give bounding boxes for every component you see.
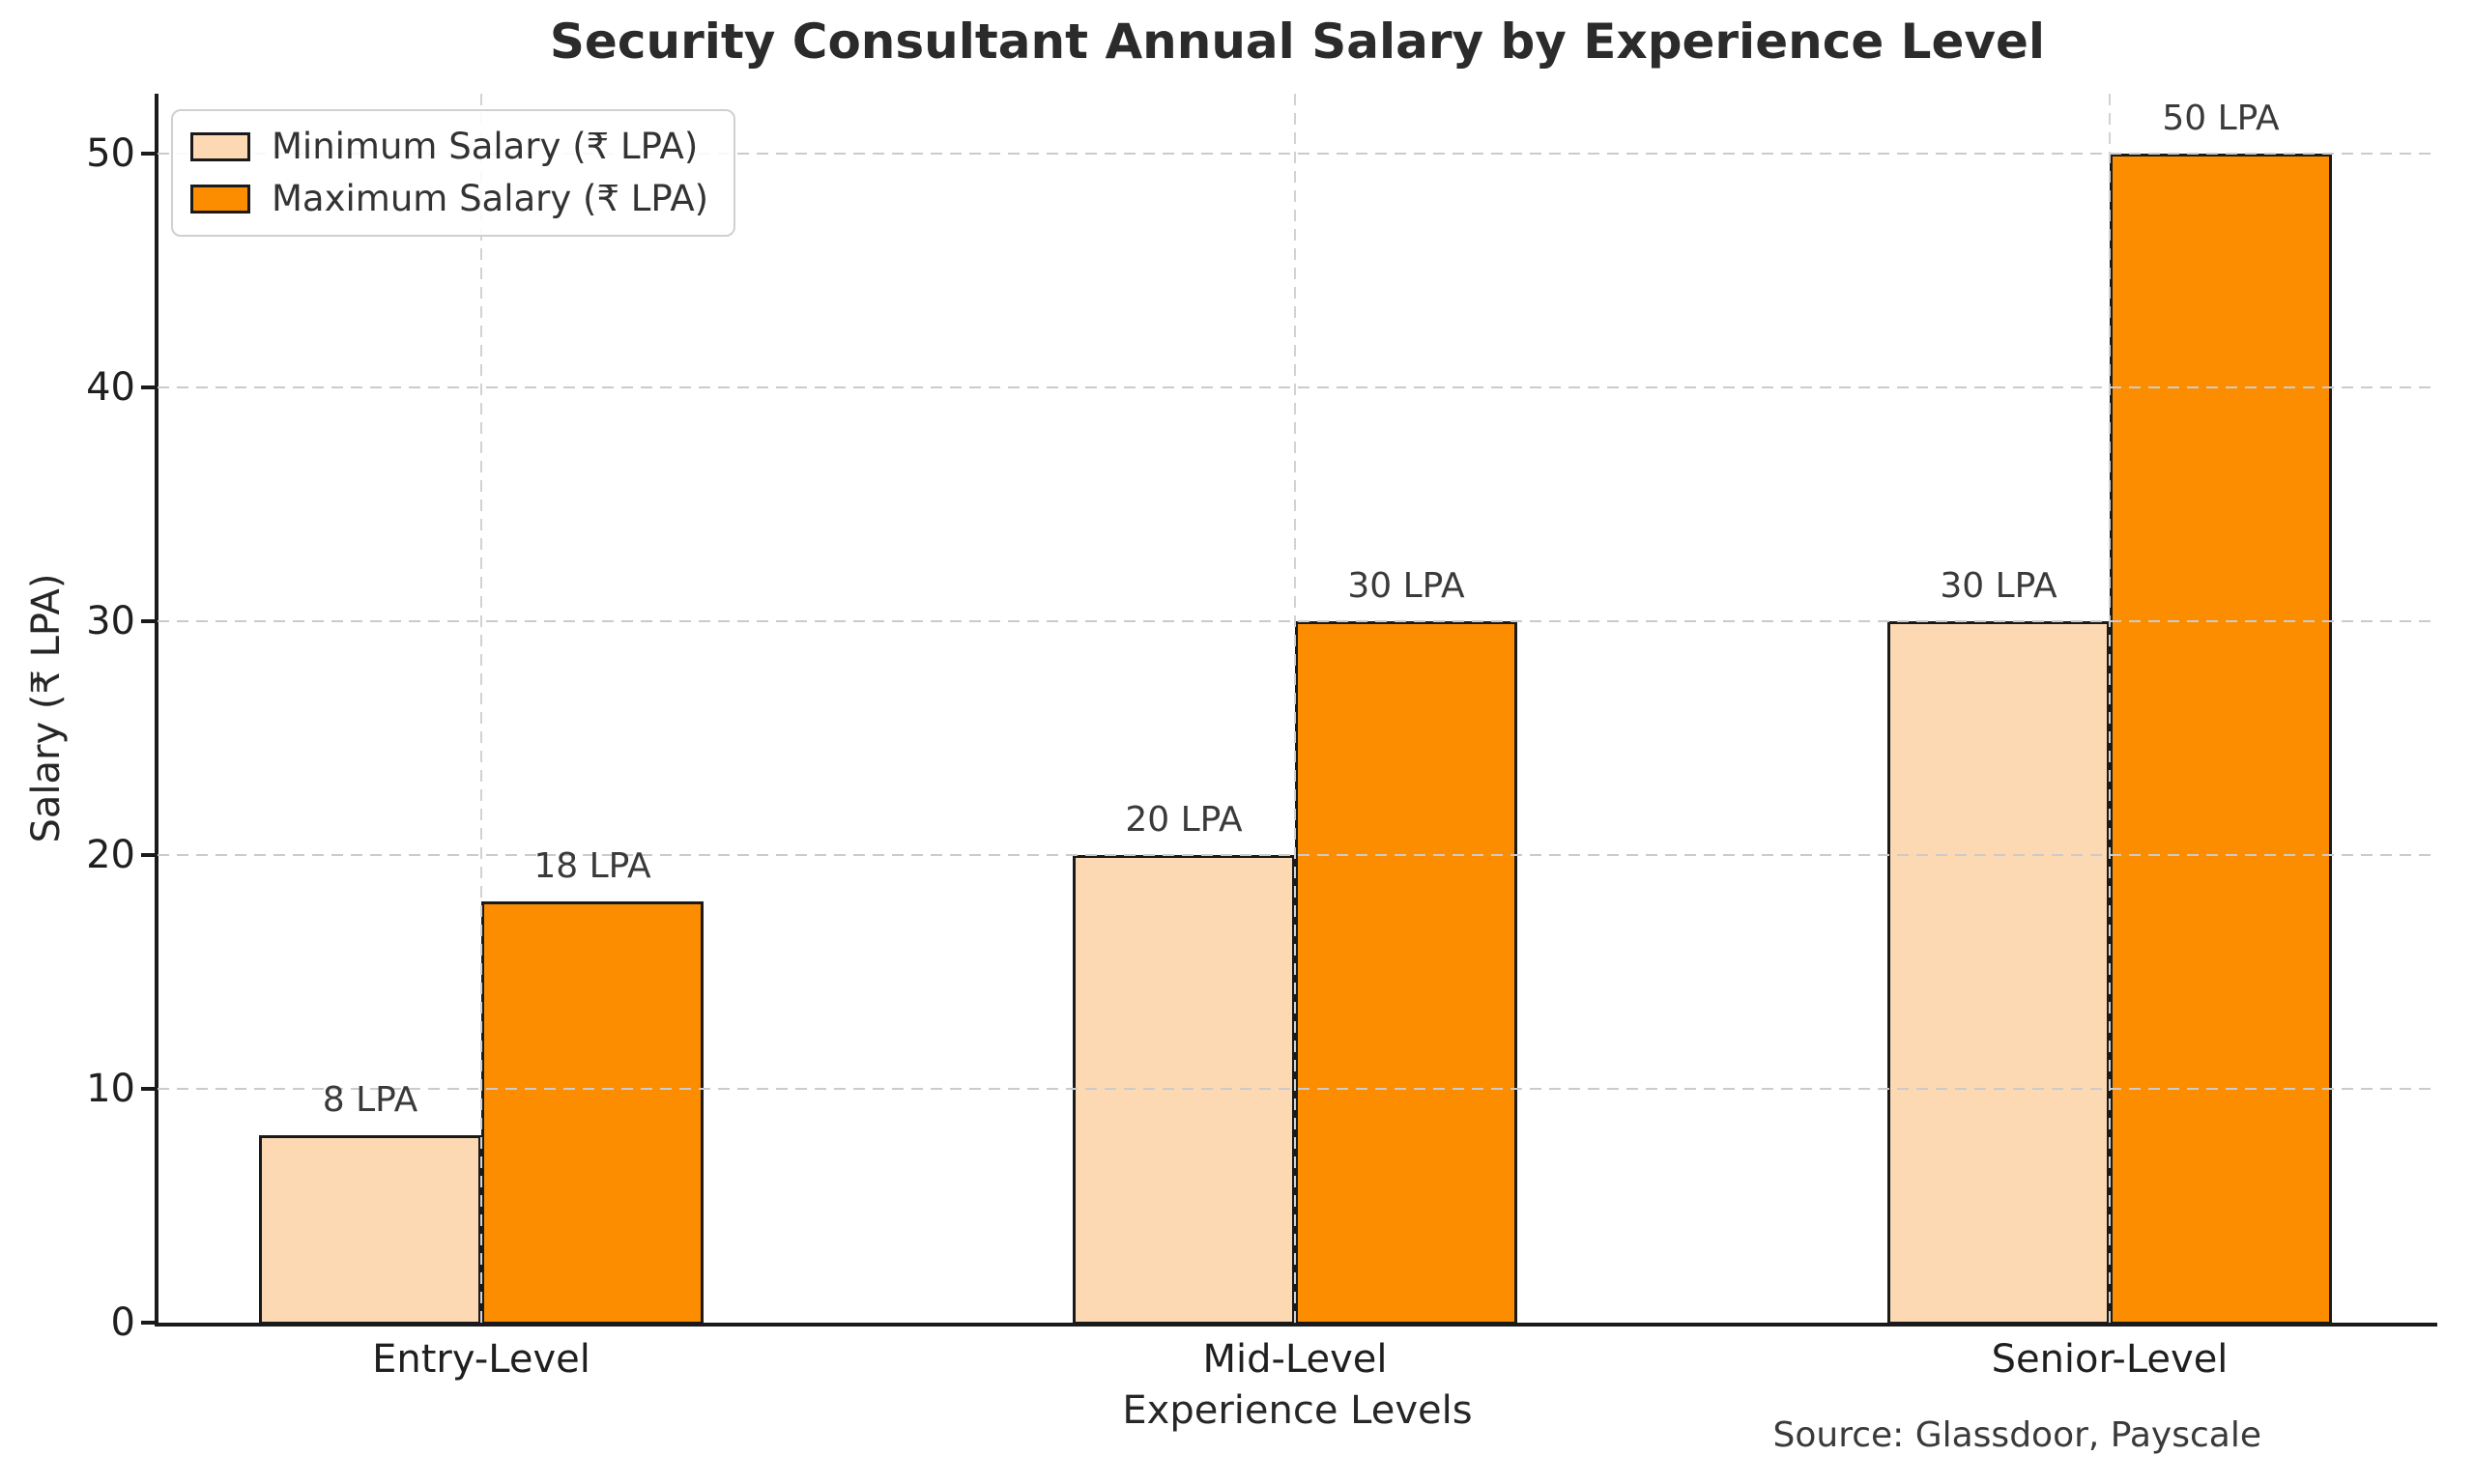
y-tick-label-30: 30 (86, 599, 135, 643)
y-tick-mark-30 (141, 619, 155, 623)
bar-value-label-entry-level-minimum: 8 LPA (322, 1080, 418, 1120)
gridline-y-40 (158, 386, 2437, 388)
legend-item-maximum-salary: Maximum Salary (₹ LPA) (190, 177, 708, 221)
x-tick-label-mid-level: Mid-Level (1202, 1337, 1388, 1382)
y-tick-mark-10 (141, 1087, 155, 1091)
y-tick-label-20: 20 (86, 833, 135, 877)
y-tick-label-0: 0 (110, 1300, 135, 1345)
x-tick-label-entry-level: Entry-Level (372, 1337, 590, 1382)
bar-mid-level-maximum (1295, 621, 1517, 1325)
bar-entry-level-minimum (259, 1135, 481, 1325)
source-note: Source: Glassdoor, Payscale (1772, 1415, 2262, 1455)
chart-title: Security Consultant Annual Salary by Exp… (549, 14, 2046, 70)
legend-label-maximum: Maximum Salary (₹ LPA) (272, 178, 709, 219)
legend-label-minimum: Minimum Salary (₹ LPA) (272, 126, 699, 167)
legend-swatch-minimum (190, 132, 250, 161)
x-axis-label: Experience Levels (1122, 1388, 1473, 1433)
y-tick-label-40: 40 (86, 365, 135, 410)
y-tick-mark-20 (141, 853, 155, 857)
x-axis-spine (155, 1323, 2437, 1327)
y-tick-mark-40 (141, 385, 155, 389)
legend-swatch-maximum (190, 185, 250, 214)
bar-value-label-senior-level-maximum: 50 LPA (2162, 99, 2280, 138)
y-tick-mark-50 (141, 152, 155, 156)
bar-mid-level-minimum (1073, 855, 1295, 1325)
bar-value-label-entry-level-maximum: 18 LPA (533, 846, 651, 886)
bar-senior-level-maximum (2110, 154, 2332, 1325)
legend: Minimum Salary (₹ LPA) Maximum Salary (₹… (171, 109, 736, 237)
y-axis-label: Salary (₹ LPA) (24, 573, 69, 843)
y-tick-label-50: 50 (86, 131, 135, 176)
bar-value-label-mid-level-minimum: 20 LPA (1125, 800, 1243, 840)
bar-entry-level-maximum (481, 901, 704, 1325)
y-tick-mark-0 (141, 1321, 155, 1325)
x-tick-label-senior-level: Senior-Level (1991, 1337, 2229, 1382)
bar-value-label-mid-level-maximum: 30 LPA (1347, 566, 1465, 606)
bar-value-label-senior-level-minimum: 30 LPA (1940, 566, 2057, 606)
bar-senior-level-minimum (1887, 621, 2110, 1325)
legend-item-minimum-salary: Minimum Salary (₹ LPA) (190, 125, 708, 169)
y-tick-label-10: 10 (86, 1067, 135, 1111)
y-axis-spine (155, 94, 158, 1327)
